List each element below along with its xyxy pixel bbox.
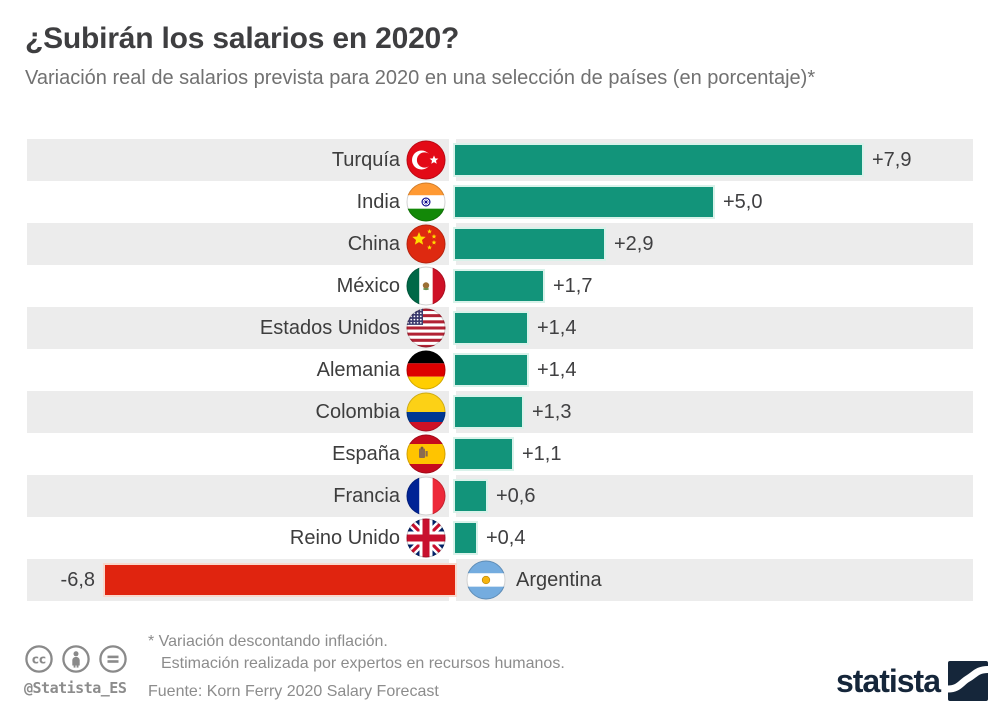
svg-text:cc: cc: [32, 653, 46, 667]
no-derivatives-icon: [99, 645, 127, 673]
bar: [455, 481, 486, 511]
bar: [455, 397, 522, 427]
bar: [455, 187, 713, 217]
footnote-line-2: Estimación realizada por expertos en rec…: [161, 655, 565, 672]
chart-row: Alemania +1,4: [0, 349, 1000, 391]
flag-usa-icon: [406, 308, 446, 348]
country-label: Turquía: [331, 149, 400, 171]
attribution-icon: [62, 645, 90, 673]
chart-row: México +1,7: [0, 265, 1000, 307]
chart-row: Estados Unidos +1,4: [0, 307, 1000, 349]
zero-axis-gap: [449, 139, 456, 601]
statista-wordmark: statista: [835, 662, 941, 699]
flag-mexico-icon: [406, 266, 446, 306]
flag-india-icon: [406, 182, 446, 222]
row-stripe: [27, 475, 973, 517]
flag-uk-icon: [406, 518, 446, 558]
license-block: cc @Statista_ES: [24, 644, 128, 697]
cc-icon: cc: [25, 645, 53, 673]
value-label: +1,1: [522, 443, 562, 465]
bar: [455, 271, 543, 301]
chart-row: España +1,1: [0, 433, 1000, 475]
statista-handle: @Statista_ES: [24, 679, 127, 697]
chart-row: Reino Unido +0,4: [0, 517, 1000, 559]
country-label: Francia: [333, 485, 400, 507]
bar: [455, 355, 527, 385]
flag-colombia-icon: [406, 392, 446, 432]
chart-subtitle: Variación real de salarios prevista para…: [25, 67, 816, 89]
chart-row: Colombia +1,3: [0, 391, 1000, 433]
value-label: +1,4: [537, 317, 577, 339]
chart-row: Francia +0,6: [0, 475, 1000, 517]
country-label: Estados Unidos: [259, 317, 400, 339]
bar: [455, 523, 476, 553]
flag-china-icon: [406, 224, 446, 264]
flag-argentina-icon: [466, 560, 506, 600]
bar: [455, 313, 527, 343]
country-label: Reino Unido: [289, 527, 400, 549]
value-label: +1,4: [537, 359, 577, 381]
country-label: Argentina: [516, 569, 602, 591]
bar-chart: Turquía +7,9 India +5,0 China +2,9 México +…: [0, 139, 1000, 601]
value-label: +5,0: [723, 191, 763, 213]
page-title: ¿Subirán los salarios en 2020?: [25, 22, 460, 55]
flag-spain-icon: [406, 434, 446, 474]
chart-row: India +5,0: [0, 181, 1000, 223]
bar: [455, 439, 512, 469]
flag-germany-icon: [406, 350, 446, 390]
value-label: +2,9: [614, 233, 654, 255]
source-line: Fuente: Korn Ferry 2020 Salary Forecast: [148, 683, 439, 700]
country-label: China: [347, 233, 400, 255]
chart-row: China +2,9: [0, 223, 1000, 265]
statista-logo: statista: [836, 661, 988, 701]
statista-logo-icon: [948, 661, 988, 701]
value-label: +1,3: [532, 401, 572, 423]
footnote-line-1: * Variación descontando inflación.: [148, 633, 388, 650]
value-label: +7,9: [872, 149, 912, 171]
value-label: +0,6: [496, 485, 536, 507]
country-label: España: [332, 443, 400, 465]
flag-turkey-icon: [406, 140, 446, 180]
bar: [455, 229, 604, 259]
chart-row: Turquía +7,9: [0, 139, 1000, 181]
bar: [455, 145, 862, 175]
country-label: México: [336, 275, 400, 297]
footnotes: * Variación descontando inflación. Estim…: [148, 631, 565, 703]
creative-commons-icons: cc: [24, 644, 128, 674]
value-label: +0,4: [486, 527, 526, 549]
country-label: Colombia: [315, 401, 400, 423]
bar: [105, 565, 455, 595]
country-label: Alemania: [316, 359, 400, 381]
value-label: -6,8: [60, 569, 95, 591]
country-label: India: [356, 191, 400, 213]
flag-france-icon: [406, 476, 446, 516]
value-label: +1,7: [553, 275, 593, 297]
chart-row: -6,8 Argentina: [0, 559, 1000, 601]
